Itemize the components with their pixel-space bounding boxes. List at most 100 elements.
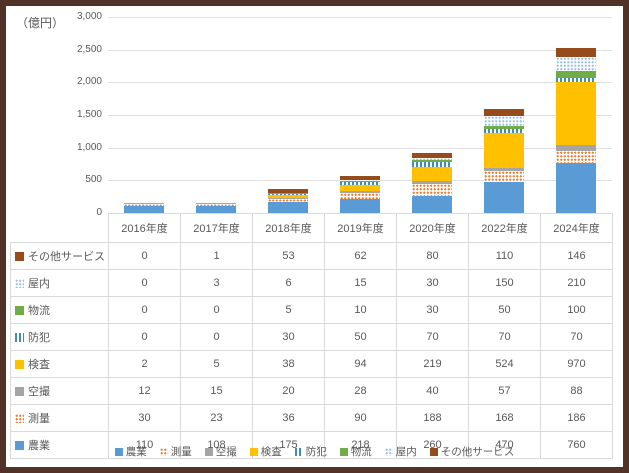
- table-value-cell: 108: [180, 431, 253, 459]
- bar-segment-indoor: [484, 115, 524, 126]
- series-name: 測量: [28, 413, 50, 425]
- series-label-cell-other-services: その他サービス: [10, 242, 109, 270]
- table-row-aerial-photography: 空撮 12 15 20 28 40 57 88: [10, 377, 613, 405]
- bar-segment-agriculture: [124, 205, 164, 213]
- security-swatch-icon: [15, 333, 24, 342]
- table-value-cell: 0: [108, 296, 181, 324]
- x-axis-category-label: 2022年度: [468, 213, 541, 243]
- table-value-cell: 100: [540, 296, 613, 324]
- bar-segment-agriculture: [196, 205, 236, 213]
- bar-segment-surveying: [124, 203, 164, 206]
- legend-label: 農業: [125, 446, 147, 458]
- gridline: [108, 82, 612, 84]
- table-value-cell: 3: [180, 269, 253, 297]
- bar-segment-agriculture: [412, 196, 452, 213]
- legend-item-logistics: 物流: [339, 444, 372, 459]
- indoor-swatch-icon: [15, 279, 24, 288]
- inspection-legend-swatch-icon: [249, 447, 258, 456]
- gridline: [108, 17, 612, 18]
- bar-segment-aerial-photography: [340, 191, 380, 193]
- table-value-cell: 6: [252, 269, 325, 297]
- data-table: 2016年度 2017年度 2018年度 2019年度 2020年度 2022年度 2024…: [10, 213, 613, 459]
- stacked-bar: [412, 153, 452, 213]
- table-row-surveying: 測量 30 23 36 90 188 168 186: [10, 404, 613, 432]
- table-value-cell: 80: [396, 242, 469, 270]
- table-value-cell: 90: [324, 404, 397, 432]
- table-value-cell: 1: [180, 242, 253, 270]
- table-value-cell: 175: [252, 431, 325, 459]
- table-row-inspection: 検査 2 5 38 94 219 524 970: [10, 350, 613, 378]
- stacked-bar: [484, 108, 524, 213]
- bar-segment-security: [556, 77, 596, 83]
- table-value-cell: 970: [540, 350, 613, 378]
- bar-segment-inspection: [340, 184, 380, 192]
- logistics-legend-swatch-icon: [339, 447, 348, 456]
- bar-segment-other-services: [556, 47, 596, 58]
- table-value-cell: 50: [324, 323, 397, 351]
- bar-column-2019年度: [324, 17, 396, 213]
- chart-legend: 農業 測量 空撮 検査 防犯 物流 屋内 その他サービス: [6, 444, 623, 459]
- bar-segment-indoor: [412, 158, 452, 161]
- legend-label: 防犯: [305, 446, 327, 458]
- legend-label: 測量: [170, 446, 192, 458]
- table-value-cell: 30: [396, 269, 469, 297]
- bar-segment-agriculture: [268, 201, 308, 213]
- series-label-cell-logistics: 物流: [10, 296, 109, 324]
- table-value-cell: 2: [108, 350, 181, 378]
- x-axis-category-label: 2024年度: [540, 213, 613, 243]
- bar-segment-surveying: [556, 151, 596, 164]
- stacked-bar: [556, 47, 596, 213]
- legend-item-surveying: 測量: [159, 444, 192, 459]
- table-value-cell: 15: [180, 377, 253, 405]
- table-value-cell: 50: [468, 296, 541, 324]
- stacked-bar: [196, 202, 236, 213]
- bar-segment-other-services: [340, 176, 380, 181]
- stacked-bar: [124, 202, 164, 213]
- legend-item-indoor: 屋内: [384, 444, 417, 459]
- table-row-logistics: 物流 0 0 5 10 30 50 100: [10, 296, 613, 324]
- y-tick-label: 1,000: [76, 141, 102, 153]
- bar-segment-inspection: [412, 166, 452, 182]
- table-value-cell: 88: [540, 377, 613, 405]
- table-value-cell: 20: [252, 377, 325, 405]
- series-label-cell-agriculture: 農業: [10, 431, 109, 459]
- bar-column-2024年度: [540, 17, 612, 213]
- bar-segment-inspection: [484, 133, 524, 168]
- gridline: [108, 147, 612, 149]
- bar-segment-aerial-photography: [124, 203, 164, 204]
- table-value-cell: 0: [180, 296, 253, 324]
- table-row-indoor: 屋内 0 3 6 15 30 150 210: [10, 269, 613, 297]
- table-corner-cell: [11, 214, 109, 243]
- bar-segment-logistics: [412, 160, 452, 163]
- y-tick-label: 0: [96, 207, 102, 218]
- table-value-cell: 0: [108, 323, 181, 351]
- other-services-legend-swatch-icon: [429, 447, 438, 456]
- legend-label: 検査: [260, 446, 282, 458]
- table-value-cell: 30: [108, 404, 181, 432]
- legend-item-aerial-photography: 空撮: [204, 444, 237, 459]
- bar-segment-security: [412, 162, 452, 167]
- y-tick-label: 1,500: [76, 109, 102, 120]
- bar-segment-surveying: [340, 192, 380, 199]
- series-label-cell-inspection: 検査: [10, 350, 109, 378]
- table-value-cell: 70: [396, 323, 469, 351]
- table-value-cell: 146: [540, 242, 613, 270]
- bar-segment-indoor: [340, 180, 380, 182]
- bar-segment-inspection: [556, 82, 596, 146]
- bar-segment-aerial-photography: [268, 197, 308, 200]
- legend-item-inspection: 検査: [249, 444, 282, 459]
- logistics-swatch-icon: [15, 306, 24, 315]
- table-value-cell: 150: [468, 269, 541, 297]
- table-value-cell: 12: [108, 377, 181, 405]
- legend-label: 空撮: [215, 446, 237, 458]
- table-value-cell: 15: [324, 269, 397, 297]
- stacked-bar: [268, 189, 308, 213]
- table-value-cell: 23: [180, 404, 253, 432]
- table-row-other-services: その他サービス 0 1 53 62 80 110 146: [10, 242, 613, 270]
- table-value-cell: 470: [468, 431, 541, 459]
- stacked-bar: [340, 176, 380, 213]
- bar-segment-inspection: [268, 195, 308, 198]
- series-label-cell-indoor: 屋内: [10, 269, 109, 297]
- table-value-cell: 38: [252, 350, 325, 378]
